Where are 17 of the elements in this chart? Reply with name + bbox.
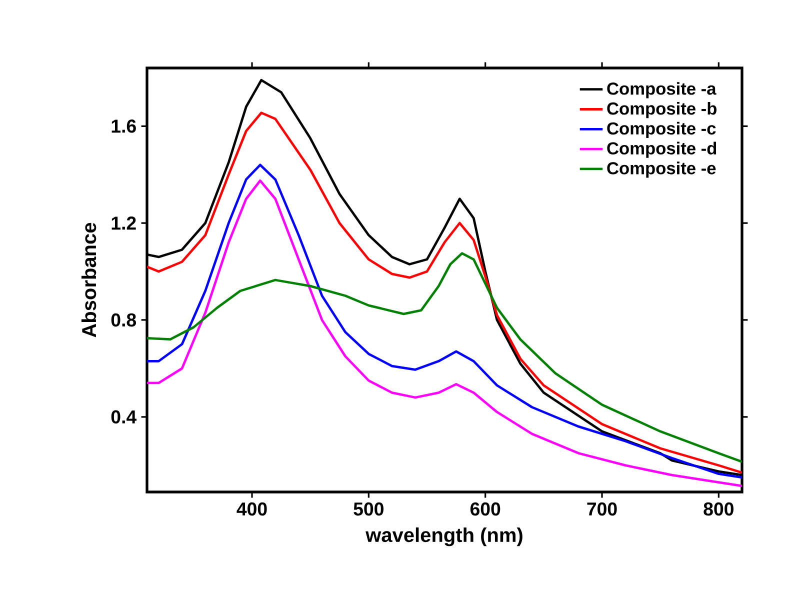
legend-label: Composite -e [607, 162, 716, 178]
legend-label: Composite -d [607, 142, 716, 158]
y-tick-label: 0.4 [111, 410, 137, 424]
legend-label: Composite -c [607, 122, 716, 138]
y-tick-label: 0.8 [111, 313, 136, 327]
x-tick-label: 500 [354, 502, 384, 516]
x-tick-label: 600 [470, 502, 500, 516]
x-axis-title: wavelength (nm) [366, 527, 522, 546]
y-axis-title: Absorbance [81, 222, 96, 338]
legend-label: Composite -b [607, 102, 716, 118]
line-series [147, 252, 742, 463]
x-tick-label: 700 [587, 502, 617, 516]
y-tick-label: 1.6 [112, 120, 136, 133]
legend-label: Composite -a [607, 82, 716, 98]
y-tick-label: 1.2 [112, 216, 136, 230]
x-tick-label: 400 [236, 502, 267, 516]
x-tick-label: 800 [704, 502, 734, 516]
